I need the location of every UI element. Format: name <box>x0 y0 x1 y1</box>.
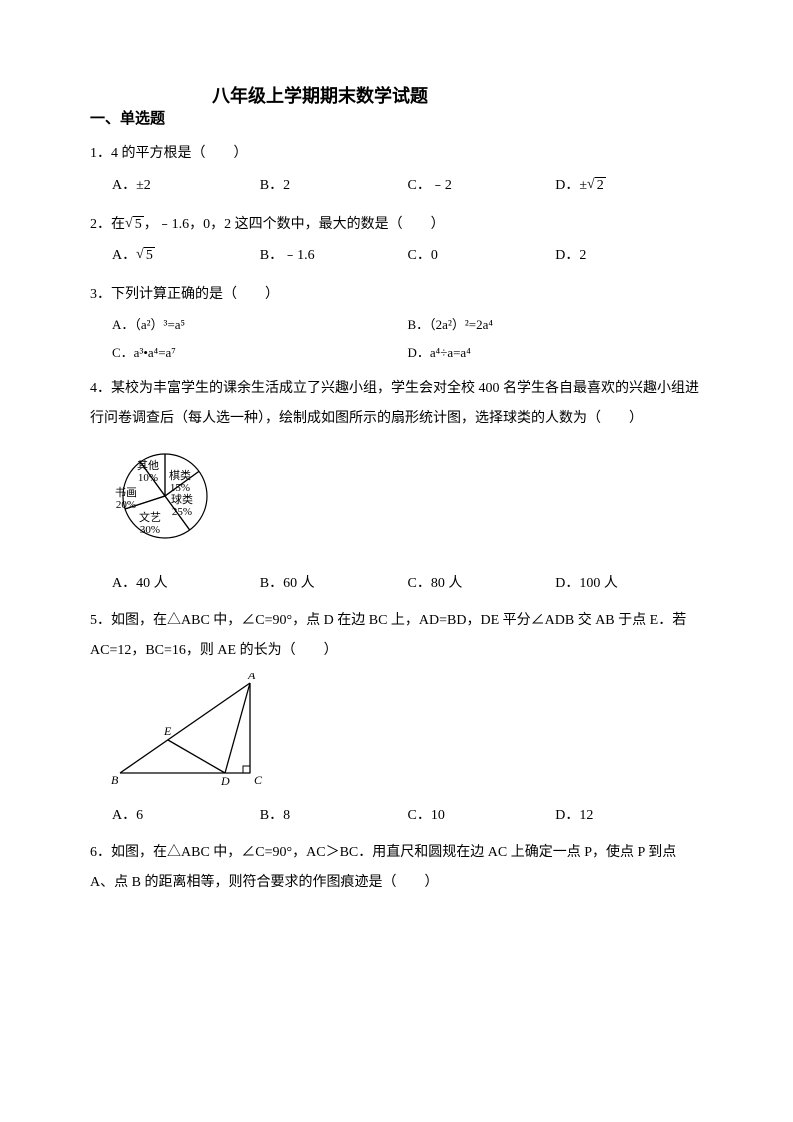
q4-text: 4．某校为丰富学生的课余生活成立了兴趣小组，学生会对全校 400 名学生各自最喜… <box>90 374 703 433</box>
svg-text:25%: 25% <box>172 506 192 518</box>
q1-options: A．±2 B．2 C．﹣2 D．±2 <box>90 173 703 198</box>
q5-text: 5．如图，在△ABC 中，∠C=90°，点 D 在边 BC 上，AD=BD，DE… <box>90 606 703 665</box>
sqrt-icon: 5 <box>125 212 144 237</box>
q5-opt-c: C．10 <box>408 803 556 828</box>
question-5: 5．如图，在△ABC 中，∠C=90°，点 D 在边 BC 上，AD=BD，DE… <box>90 606 703 828</box>
svg-text:E: E <box>163 724 172 738</box>
q1-opt-c: C．﹣2 <box>408 173 556 198</box>
q5-opt-a: A．6 <box>112 803 260 828</box>
svg-text:文艺: 文艺 <box>139 510 161 524</box>
question-2: 2．在5，﹣1.6，0，2 这四个数中，最大的数是（ ） A．5 B．﹣1.6 … <box>90 212 703 268</box>
q2-opt-d: D．2 <box>555 243 703 268</box>
question-6: 6．如图，在△ABC 中，∠C=90°，AC＞BC．用直尺和圆规在边 AC 上确… <box>90 838 703 897</box>
q2-opt-a: A．5 <box>112 243 260 268</box>
question-1: 1．4 的平方根是（ ） A．±2 B．2 C．﹣2 D．±2 <box>90 141 703 197</box>
svg-text:C: C <box>254 773 263 787</box>
q3-opt-c: C．a³•a⁴=a⁷ <box>112 341 408 364</box>
svg-text:B: B <box>111 773 119 787</box>
q3-opt-d: D．a⁴÷a=a⁴ <box>408 341 704 364</box>
question-4: 4．某校为丰富学生的课余生活成立了兴趣小组，学生会对全校 400 名学生各自最喜… <box>90 374 703 596</box>
q3-opt-b: B．（2a²）²=2a⁴ <box>408 313 704 336</box>
q5-triangle: A B C D E <box>110 673 703 797</box>
q4-opt-d: D．100 人 <box>555 571 703 596</box>
q4-opt-b: B．60 人 <box>260 571 408 596</box>
q1-d-prefix: D．± <box>555 178 587 193</box>
q5-opt-d: D．12 <box>555 803 703 828</box>
svg-text:A: A <box>247 673 256 682</box>
triangle-svg: A B C D E <box>110 673 280 788</box>
svg-text:10%: 10% <box>138 472 158 484</box>
svg-text:30%: 30% <box>140 524 160 536</box>
q2-options: A．5 B．﹣1.6 C．0 D．2 <box>90 243 703 268</box>
q1-text: 1．4 的平方根是（ ） <box>90 141 703 166</box>
sqrt-icon: 5 <box>136 243 155 268</box>
pie-chart-svg: 棋类15%球类25%文艺30%书画20%其他10% <box>110 441 240 556</box>
q1-opt-a: A．±2 <box>112 173 260 198</box>
q1-opt-b: B．2 <box>260 173 408 198</box>
q5-options: A．6 B．8 C．10 D．12 <box>90 803 703 828</box>
page-title: 八年级上学期期末数学试题 <box>210 80 430 112</box>
q5-opt-b: B．8 <box>260 803 408 828</box>
q6-text: 6．如图，在△ABC 中，∠C=90°，AC＞BC．用直尺和圆规在边 AC 上确… <box>90 838 703 897</box>
q4-opt-c: C．80 人 <box>408 571 556 596</box>
q2-opt-b: B．﹣1.6 <box>260 243 408 268</box>
svg-text:球类: 球类 <box>171 492 193 506</box>
q4-opt-a: A．40 人 <box>112 571 260 596</box>
svg-text:15%: 15% <box>170 482 190 494</box>
q4-options: A．40 人 B．60 人 C．80 人 D．100 人 <box>90 571 703 596</box>
svg-text:书画: 书画 <box>115 486 137 499</box>
q1-opt-d: D．±2 <box>555 173 703 198</box>
q3-opt-a: A．（a²）³=a⁵ <box>112 313 408 336</box>
question-3: 3．下列计算正确的是（ ） A．（a²）³=a⁵ B．（2a²）²=2a⁴ C．… <box>90 282 703 364</box>
q2-opt-c: C．0 <box>408 243 556 268</box>
svg-text:D: D <box>220 774 230 788</box>
svg-text:其他: 其他 <box>137 459 159 472</box>
svg-text:20%: 20% <box>116 499 136 511</box>
q4-pie-chart: 棋类15%球类25%文艺30%书画20%其他10% <box>110 441 703 565</box>
sqrt-icon: 2 <box>587 173 606 198</box>
q3-options-row1: A．（a²）³=a⁵ B．（2a²）²=2a⁴ <box>90 313 703 336</box>
q2-text: 2．在5，﹣1.6，0，2 这四个数中，最大的数是（ ） <box>90 212 703 237</box>
q3-text: 3．下列计算正确的是（ ） <box>90 282 703 307</box>
q3-options-row2: C．a³•a⁴=a⁷ D．a⁴÷a=a⁴ <box>90 341 703 364</box>
